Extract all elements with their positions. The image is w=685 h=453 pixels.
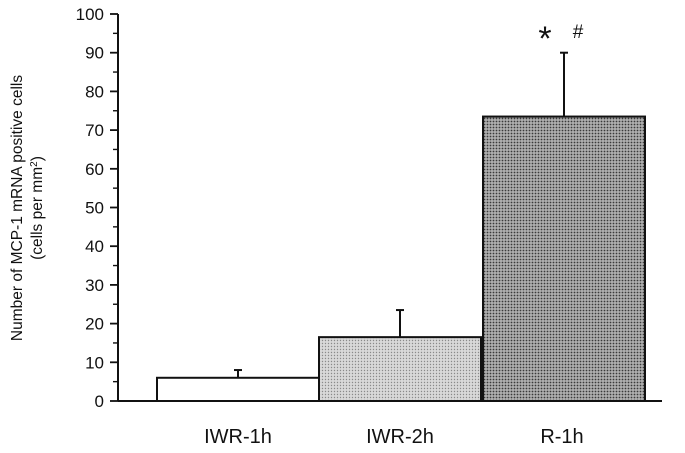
y-axis-title-unit-sup: 2: [29, 161, 40, 167]
y-tick-label-1: 10: [85, 353, 104, 372]
x-tick-label-2: R-1h: [540, 426, 583, 448]
y-axis-title-unit-post: ): [29, 156, 46, 161]
x-tick-label-1: IWR-2h: [366, 426, 434, 448]
y-tick-label-9: 90: [85, 44, 104, 63]
bar-1: [318, 336, 482, 402]
y-axis-title-unit-pre: (cells per mm: [29, 167, 46, 260]
y-tick-label-6: 60: [85, 160, 104, 179]
y-tick-label-2: 20: [85, 315, 104, 334]
y-axis-title-line2: (cells per mm2): [29, 156, 47, 260]
y-ticks: 0 10 20 30 40 50 60 70 80 90 100: [76, 5, 118, 411]
annotation-hash: #: [573, 22, 584, 43]
y-tick-label-3: 30: [85, 276, 104, 295]
y-tick-label-5: 50: [85, 199, 104, 218]
y-tick-label-7: 70: [85, 121, 104, 140]
y-axis-title-line1: Number of MCP-1 mRNA positive cells: [9, 75, 26, 341]
annotation-asterisk: *: [538, 20, 551, 58]
bars-group: [156, 51, 646, 403]
bar-0: [156, 376, 320, 402]
y-tick-label-8: 80: [85, 82, 104, 101]
y-tick-label-10: 100: [76, 5, 104, 24]
y-tick-label-4: 40: [85, 237, 104, 256]
bar-2: [482, 115, 646, 403]
y-tick-label-0: 0: [95, 392, 104, 411]
x-tick-label-0: IWR-1h: [204, 426, 272, 448]
